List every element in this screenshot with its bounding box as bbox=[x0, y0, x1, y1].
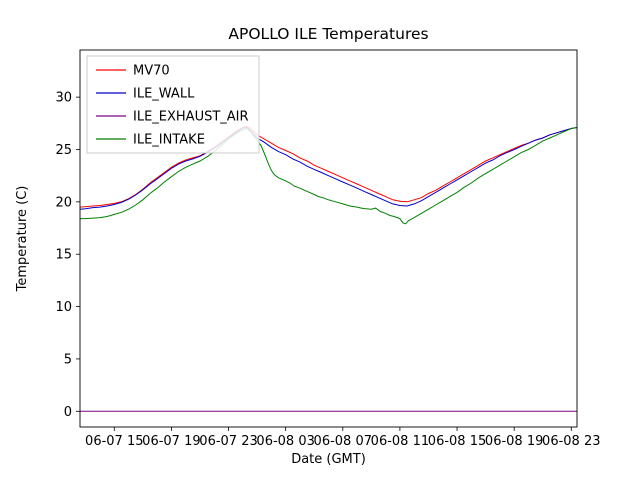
chart-title: APOLLO ILE Temperatures bbox=[228, 25, 428, 43]
x-tick-label: 06-08 19 bbox=[485, 434, 543, 449]
x-tick-label: 06-08 07 bbox=[314, 434, 372, 449]
series-line-ILE_WALL bbox=[80, 126, 577, 210]
y-tick-label: 5 bbox=[64, 352, 72, 367]
x-tick-label: 06-07 19 bbox=[142, 434, 200, 449]
series-line-MV70 bbox=[80, 125, 577, 208]
legend-label-ILE_WALL: ILE_WALL bbox=[133, 87, 195, 102]
y-axis-label: Temperature (C) bbox=[15, 186, 30, 293]
x-tick-label: 06-08 11 bbox=[371, 434, 429, 449]
x-tick-label: 06-08 03 bbox=[256, 434, 314, 449]
y-tick-label: 15 bbox=[55, 248, 72, 263]
x-tick-label: 06-07 15 bbox=[85, 434, 143, 449]
x-axis-label: Date (GMT) bbox=[291, 452, 366, 467]
y-tick-label: 20 bbox=[55, 195, 72, 210]
legend-label-ILE_INTAKE: ILE_INTAKE bbox=[133, 133, 205, 148]
y-tick-label: 25 bbox=[55, 143, 72, 158]
y-tick-label: 10 bbox=[55, 300, 72, 315]
y-tick-label: 30 bbox=[55, 91, 72, 106]
legend-label-MV70: MV70 bbox=[133, 64, 170, 79]
x-tick-label: 06-07 23 bbox=[199, 434, 257, 449]
x-tick-label: 06-08 15 bbox=[428, 434, 486, 449]
series-line-ILE_INTAKE bbox=[80, 127, 577, 225]
axes-frame bbox=[79, 49, 578, 428]
legend-box bbox=[86, 55, 260, 154]
x-tick-label: 06-08 23 bbox=[542, 434, 600, 449]
legend-label-ILE_EXHAUST_AIR: ILE_EXHAUST_AIR bbox=[133, 110, 249, 125]
y-tick-label: 0 bbox=[64, 405, 72, 420]
